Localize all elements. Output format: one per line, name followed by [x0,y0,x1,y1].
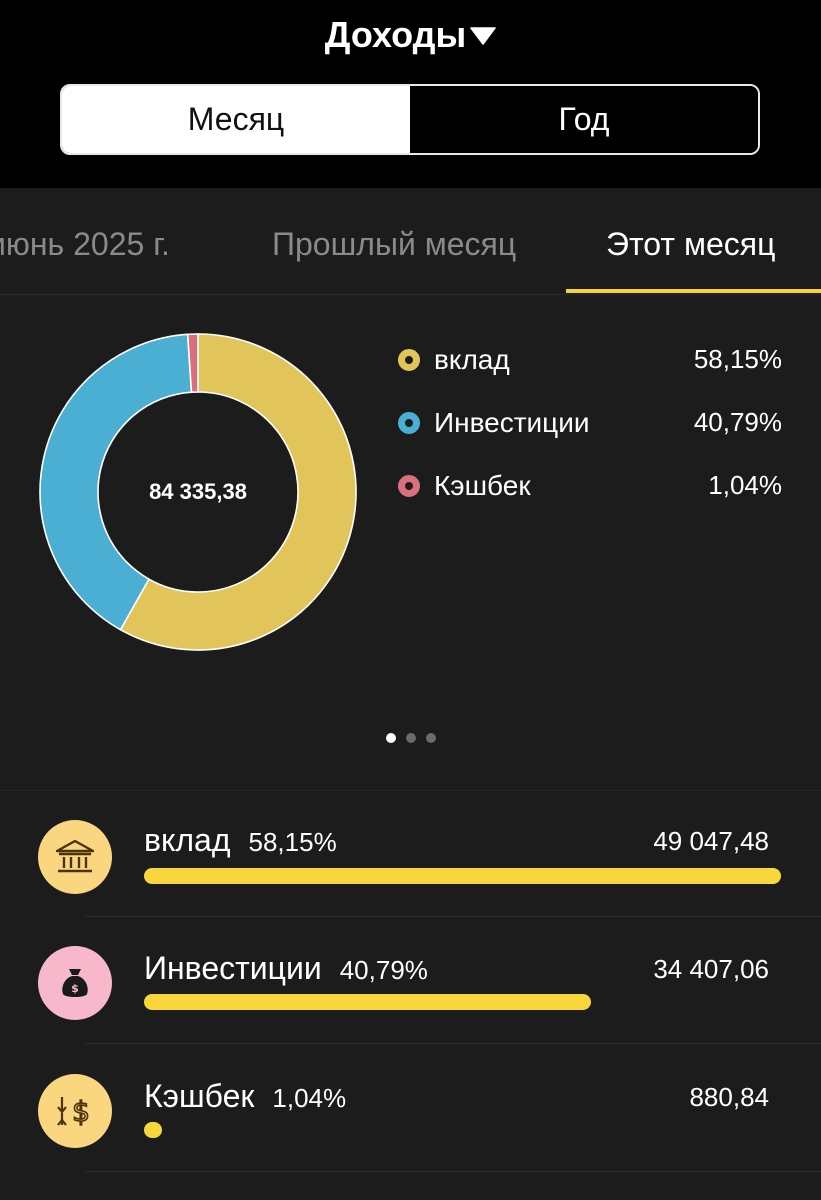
page-title: Доходы [324,14,467,55]
period-tabs: июнь 2025 г. Прошлый месяц Этот месяц [0,188,821,295]
divider [84,1171,821,1172]
item-amount: 880,84 [689,1082,769,1112]
legend-percent: 58,15% [693,344,782,374]
legend-swatch [398,348,420,371]
item-name: Кэшбек [144,1078,255,1114]
divider [0,790,821,791]
item-title: Инвестиции 40,79% [144,950,428,987]
legend-label: Кэшбек [434,469,531,501]
title-dropdown[interactable]: Доходы [0,14,821,56]
item-percent: 58,15% [248,827,337,857]
tab-this-month[interactable]: Этот месяц [606,226,776,262]
list-item-investments[interactable]: $ Инвестиции 40,79% 34 407,06 [0,936,821,1064]
page-dot[interactable] [426,733,436,743]
item-percent: 1,04% [272,1083,347,1113]
legend-item-investments: Инвестиции 40,79% [398,391,782,454]
donut-chart-svg [39,333,357,651]
legend-label: вклад [434,343,510,375]
year-toggle-button[interactable]: Год [410,86,758,153]
legend-swatch [398,411,420,434]
donut-chart: 84 335,38 [38,332,358,652]
item-progress-bar [144,868,781,884]
legend-item-cashback: Кэшбек 1,04% [398,454,782,517]
tab-last-month[interactable]: Прошлый месяц [272,226,517,262]
bank-icon-badge [38,820,112,894]
chart-legend: вклад 58,15% Инвестиции 40,79% Кэшбек 1,… [398,328,782,517]
tab-june-2025[interactable]: июнь 2025 г. [0,226,170,262]
page-dot[interactable] [386,733,396,743]
item-name: вклад [144,822,231,858]
dollar-exchange-icon: $ [57,1094,91,1129]
header: Доходы Месяц Год [0,0,821,188]
donut-slice-0[interactable] [119,333,357,651]
svg-text:$: $ [71,982,79,995]
item-progress-bar [144,994,781,1010]
item-progress-fill [144,868,781,884]
legend-label: Инвестиции [434,406,590,438]
item-amount: 34 407,06 [653,954,769,984]
item-progress-fill [144,1122,162,1138]
dollar-exchange-icon-badge: $ [38,1074,112,1148]
item-progress-fill [144,994,591,1010]
item-progress-bar [144,1122,781,1138]
money-bag-icon: $ [62,969,88,997]
page-dot[interactable] [406,733,416,743]
item-title: Кэшбек 1,04% [144,1078,346,1115]
legend-percent: 1,04% [708,470,782,500]
month-toggle-button[interactable]: Месяц [62,86,410,153]
item-amount: 49 047,48 [653,826,769,856]
legend-swatch [398,474,420,497]
item-percent: 40,79% [339,955,428,985]
item-name: Инвестиции [144,950,322,986]
donut-slice-1[interactable] [39,333,193,631]
legend-item-deposit: вклад 58,15% [398,328,782,391]
legend-percent: 40,79% [693,407,782,437]
period-toggle: Месяц Год [60,84,760,155]
list-item-deposit[interactable]: вклад 58,15% 49 047,48 [0,808,821,936]
page-indicator [386,733,436,743]
total-amount: 84 335,38 [149,479,247,504]
list-item-cashback[interactable]: $ Кэшбек 1,04% 880,84 [0,1064,821,1192]
divider [84,1043,821,1044]
svg-text:$: $ [72,1095,90,1128]
donut-slice-2[interactable] [186,333,199,394]
money-bag-icon-badge: $ [38,946,112,1020]
divider [84,916,821,917]
active-tab-indicator [566,289,821,293]
item-title: вклад 58,15% [144,822,337,859]
bank-icon [55,839,95,873]
caret-down-icon [470,27,496,45]
